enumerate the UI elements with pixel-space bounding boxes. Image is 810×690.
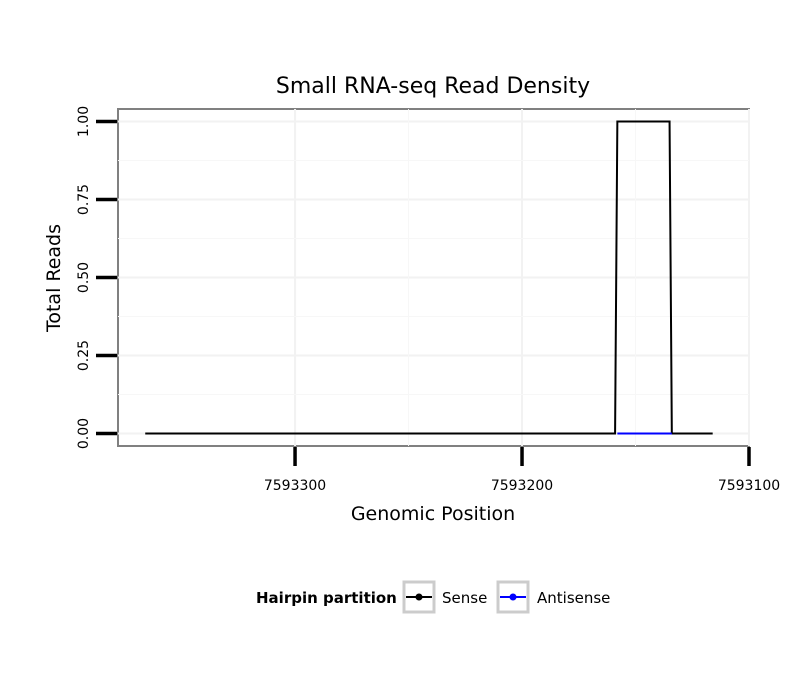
legend-title: Hairpin partition	[256, 589, 397, 607]
series-line-sense	[145, 120, 713, 435]
axes: 0.00 0.25 0.50 0.75 1.00 7593300 7593200 759310…	[76, 106, 780, 494]
y-tick-label-4: 1.00	[76, 106, 92, 137]
legend-item-sense: Sense	[402, 580, 487, 614]
legend-point-antisense	[509, 593, 517, 601]
y-axis-title: Total Reads	[43, 224, 65, 333]
x-tick-label-0: 7593300	[264, 478, 326, 494]
y-tick-label-0: 0.00	[76, 418, 92, 449]
y-tick-label-1: 0.25	[76, 340, 92, 371]
legend-label-sense: Sense	[442, 589, 487, 607]
y-tick-label-2: 0.50	[76, 262, 92, 293]
series	[145, 120, 713, 435]
legend-item-antisense: Antisense	[496, 580, 610, 614]
legend-label-antisense: Antisense	[537, 589, 610, 607]
x-axis-title: Genomic Position	[351, 503, 515, 525]
legend: Hairpin partition Sense Antisense	[256, 580, 610, 614]
legend-point-sense	[415, 593, 423, 601]
x-tick-label-2: 7593100	[718, 478, 780, 494]
x-tick-label-1: 7593200	[491, 478, 553, 494]
chart-title: Small RNA-seq Read Density	[276, 74, 590, 99]
y-tick-label-3: 0.75	[76, 184, 92, 215]
